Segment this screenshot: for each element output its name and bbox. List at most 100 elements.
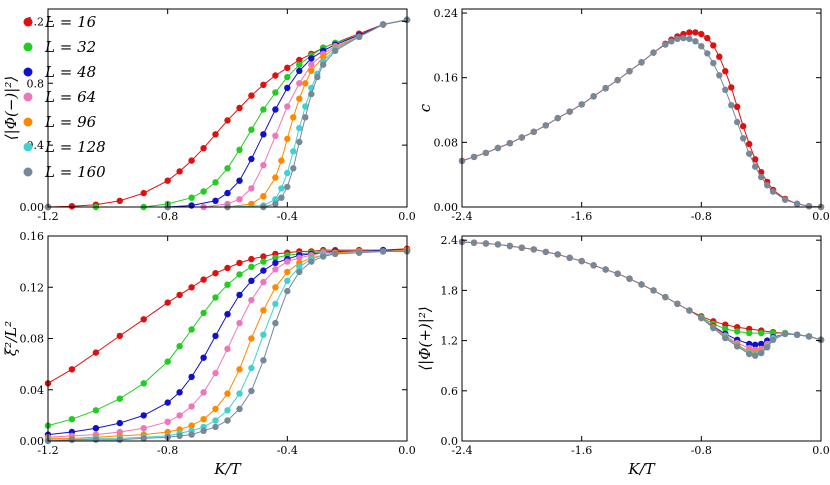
data-point <box>272 254 279 261</box>
data-point <box>296 95 303 102</box>
data-point <box>284 84 291 92</box>
data-point <box>200 389 207 396</box>
data-point <box>554 114 561 122</box>
data-point <box>638 59 645 66</box>
x-tick-label: -0.8 <box>691 444 712 457</box>
data-point <box>638 281 645 288</box>
data-point <box>746 329 753 337</box>
data-point <box>284 268 291 276</box>
data-point <box>224 117 231 124</box>
data-point <box>578 101 585 108</box>
series-line <box>48 19 408 208</box>
data-point <box>752 352 759 359</box>
data-point <box>542 122 549 129</box>
data-point <box>236 104 243 112</box>
data-point <box>212 405 219 413</box>
data-point <box>236 271 243 278</box>
data-point <box>710 59 717 67</box>
data-point <box>296 67 303 75</box>
x-tick-label: 0.0 <box>812 210 830 223</box>
data-point <box>272 319 279 327</box>
data-point <box>290 114 297 121</box>
data-point <box>680 34 687 42</box>
data-point <box>92 349 100 356</box>
data-point <box>758 173 765 181</box>
data-point <box>793 200 801 207</box>
data-point <box>716 53 723 60</box>
data-point <box>260 258 267 265</box>
y-axis-label: ⟨|Φ(+)|²⟩ <box>416 306 434 370</box>
data-point <box>355 33 363 40</box>
data-point <box>769 336 777 343</box>
data-point <box>320 53 327 61</box>
data-point <box>805 203 813 210</box>
data-point <box>332 250 339 258</box>
data-point <box>470 153 478 161</box>
data-point <box>140 316 147 323</box>
data-point <box>284 135 291 143</box>
data-point <box>494 241 502 248</box>
data-point <box>272 132 279 139</box>
data-point <box>554 251 561 258</box>
data-point <box>686 35 693 43</box>
data-point <box>698 30 705 38</box>
data-point <box>260 162 267 169</box>
data-point <box>236 146 243 153</box>
data-point <box>308 55 315 62</box>
data-point <box>248 277 255 284</box>
data-point <box>482 240 490 247</box>
legend-label: L = 96 <box>44 113 97 131</box>
data-point <box>302 114 309 121</box>
data-point <box>506 242 514 250</box>
data-point <box>260 81 267 89</box>
data-point <box>704 50 711 57</box>
data-point <box>224 264 231 272</box>
data-point <box>248 335 255 342</box>
data-point <box>260 331 267 338</box>
y-tick-label: 0.8 <box>27 77 45 90</box>
panels-group: -1.2 -0.8 -0.4 0.00.000.40.81.2⟨|Φ(−)|²⟩-2.… <box>2 7 830 478</box>
data-point <box>236 390 243 397</box>
data-point <box>176 432 183 440</box>
data-point <box>296 268 303 276</box>
data-point <box>68 436 76 443</box>
data-point <box>482 149 490 157</box>
data-point <box>566 254 573 261</box>
data-point <box>224 417 231 424</box>
y-tick-label: 2.4 <box>441 234 459 247</box>
data-point <box>296 138 303 146</box>
data-point <box>308 67 315 75</box>
legend-marker <box>23 142 33 152</box>
data-point <box>746 350 753 358</box>
y-axis-label: ξ²/L² <box>2 321 20 356</box>
data-point <box>248 92 255 99</box>
data-point <box>308 258 315 265</box>
data-point <box>236 366 243 373</box>
data-point <box>284 183 291 191</box>
data-point <box>740 135 747 142</box>
data-point <box>272 89 279 96</box>
y-tick-label: 0.00 <box>20 201 45 214</box>
data-point <box>200 416 207 423</box>
data-point <box>314 73 321 81</box>
y-tick-label: 0.00 <box>20 435 45 448</box>
data-point <box>734 103 741 111</box>
x-tick-label: -0.8 <box>157 210 178 223</box>
y-tick-label: 0.12 <box>20 281 45 294</box>
data-point <box>248 155 255 163</box>
data-point <box>272 266 279 273</box>
data-point <box>278 157 285 164</box>
data-point <box>272 72 279 79</box>
data-point <box>212 131 219 138</box>
data-point <box>296 80 303 87</box>
data-point <box>698 43 705 50</box>
data-point <box>68 416 76 423</box>
data-point <box>302 103 309 110</box>
data-point <box>140 189 147 197</box>
data-point <box>769 188 777 195</box>
data-point <box>332 47 339 54</box>
data-point <box>602 266 609 273</box>
data-point <box>752 156 759 163</box>
legend-label: L = 32 <box>44 38 96 56</box>
data-point <box>188 422 195 429</box>
